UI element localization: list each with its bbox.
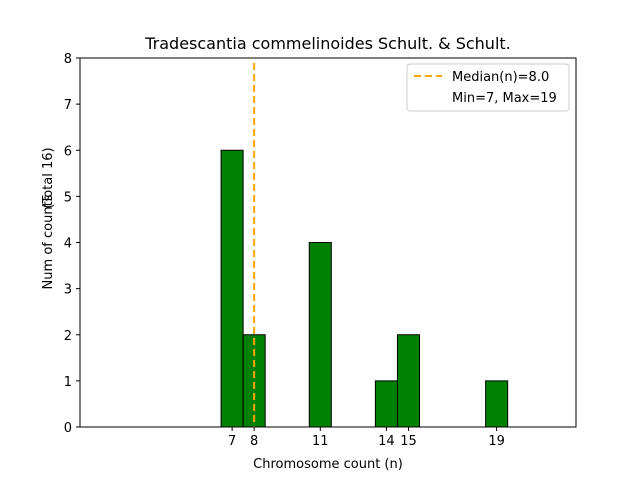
legend: Median(n)=8.0 Min=7, Max=19 <box>406 63 570 112</box>
x-tick-label: 11 <box>312 434 329 449</box>
y-tick-label: 5 <box>64 190 72 205</box>
chart-title: Tradescantia commelinoides Schult. & Sch… <box>144 34 511 53</box>
y-tick-label: 1 <box>64 375 72 390</box>
bar-7 <box>220 149 244 428</box>
bar-15 <box>396 334 420 428</box>
x-tick-label: 19 <box>488 434 505 449</box>
y-axis-label: Num of counts <box>41 194 56 289</box>
legend-minmax-label: Min=7, Max=19 <box>452 91 557 106</box>
legend-box <box>406 63 570 112</box>
y-tick-label: 4 <box>64 237 72 252</box>
x-axis-label: Chromosome count (n) <box>253 457 403 472</box>
bar-11 <box>308 242 332 428</box>
x-tick-label: 14 <box>378 434 395 449</box>
x-tick-label: 7 <box>228 434 236 449</box>
bar-8 <box>242 334 266 428</box>
y-tick-label: 7 <box>64 98 72 113</box>
y-tick-label: 6 <box>64 144 72 159</box>
y-tick-label: 0 <box>64 421 72 436</box>
y-tick-label: 2 <box>64 329 72 344</box>
bar-19 <box>485 380 509 428</box>
bar-14 <box>374 380 398 428</box>
x-tick-label: 8 <box>250 434 258 449</box>
y-tick-label: 3 <box>64 283 72 298</box>
y-axis-total-label: (Total 16) <box>41 147 56 208</box>
y-tick-label: 8 <box>64 52 72 67</box>
legend-median-label: Median(n)=8.0 <box>452 70 549 85</box>
x-tick-label: 15 <box>400 434 417 449</box>
